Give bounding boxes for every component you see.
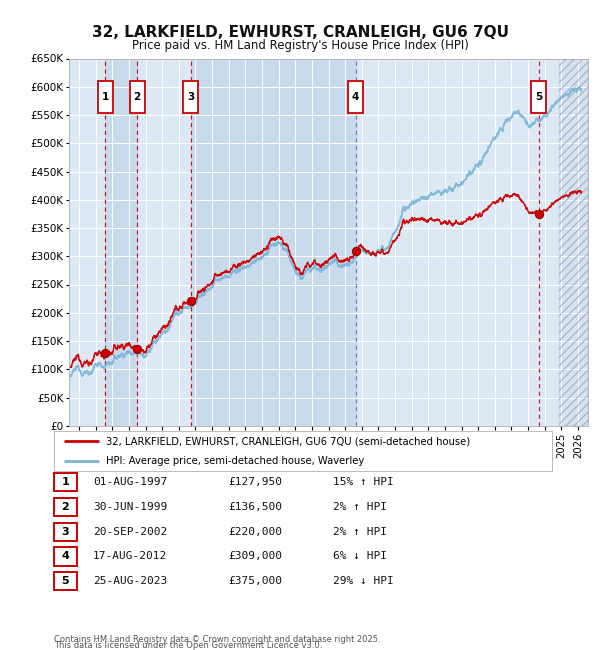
Text: 4: 4: [352, 92, 359, 102]
Text: This data is licensed under the Open Government Licence v3.0.: This data is licensed under the Open Gov…: [54, 641, 322, 650]
Text: 3: 3: [187, 92, 194, 102]
Point: [133, 343, 142, 354]
Text: £309,000: £309,000: [228, 551, 282, 562]
FancyBboxPatch shape: [532, 81, 547, 113]
Text: £136,500: £136,500: [228, 502, 282, 512]
Text: 2% ↑ HPI: 2% ↑ HPI: [333, 502, 387, 512]
Point: [351, 246, 361, 256]
Text: £375,000: £375,000: [228, 576, 282, 586]
Text: 6% ↓ HPI: 6% ↓ HPI: [333, 551, 387, 562]
Text: Contains HM Land Registry data © Crown copyright and database right 2025.: Contains HM Land Registry data © Crown c…: [54, 634, 380, 644]
Bar: [191, 58, 356, 426]
Text: £220,000: £220,000: [228, 526, 282, 537]
Text: 2% ↑ HPI: 2% ↑ HPI: [333, 526, 387, 537]
Point: [534, 209, 544, 219]
Text: 2: 2: [134, 92, 141, 102]
Text: 1: 1: [101, 92, 109, 102]
Text: HPI: Average price, semi-detached house, Waverley: HPI: Average price, semi-detached house,…: [106, 456, 365, 466]
Text: 32, LARKFIELD, EWHURST, CRANLEIGH, GU6 7QU (semi-detached house): 32, LARKFIELD, EWHURST, CRANLEIGH, GU6 7…: [106, 436, 470, 447]
Text: 32, LARKFIELD, EWHURST, CRANLEIGH, GU6 7QU: 32, LARKFIELD, EWHURST, CRANLEIGH, GU6 7…: [91, 25, 509, 40]
Text: 5: 5: [62, 576, 69, 586]
Text: 25-AUG-2023: 25-AUG-2023: [93, 576, 167, 586]
FancyBboxPatch shape: [98, 81, 113, 113]
Text: 20-SEP-2002: 20-SEP-2002: [93, 526, 167, 537]
Text: 3: 3: [62, 526, 69, 537]
Bar: [106, 58, 137, 426]
FancyBboxPatch shape: [348, 81, 363, 113]
Text: 1: 1: [62, 477, 69, 488]
Text: £127,950: £127,950: [228, 477, 282, 488]
Text: 5: 5: [535, 92, 542, 102]
Bar: [559, 58, 588, 426]
Point: [101, 348, 110, 359]
Text: 30-JUN-1999: 30-JUN-1999: [93, 502, 167, 512]
Text: Price paid vs. HM Land Registry's House Price Index (HPI): Price paid vs. HM Land Registry's House …: [131, 39, 469, 52]
Bar: [559, 58, 588, 426]
Text: 01-AUG-1997: 01-AUG-1997: [93, 477, 167, 488]
Text: 2: 2: [62, 502, 69, 512]
Point: [186, 296, 196, 307]
Text: 17-AUG-2012: 17-AUG-2012: [93, 551, 167, 562]
Text: 4: 4: [61, 551, 70, 562]
FancyBboxPatch shape: [183, 81, 198, 113]
FancyBboxPatch shape: [130, 81, 145, 113]
Text: 15% ↑ HPI: 15% ↑ HPI: [333, 477, 394, 488]
Text: 29% ↓ HPI: 29% ↓ HPI: [333, 576, 394, 586]
